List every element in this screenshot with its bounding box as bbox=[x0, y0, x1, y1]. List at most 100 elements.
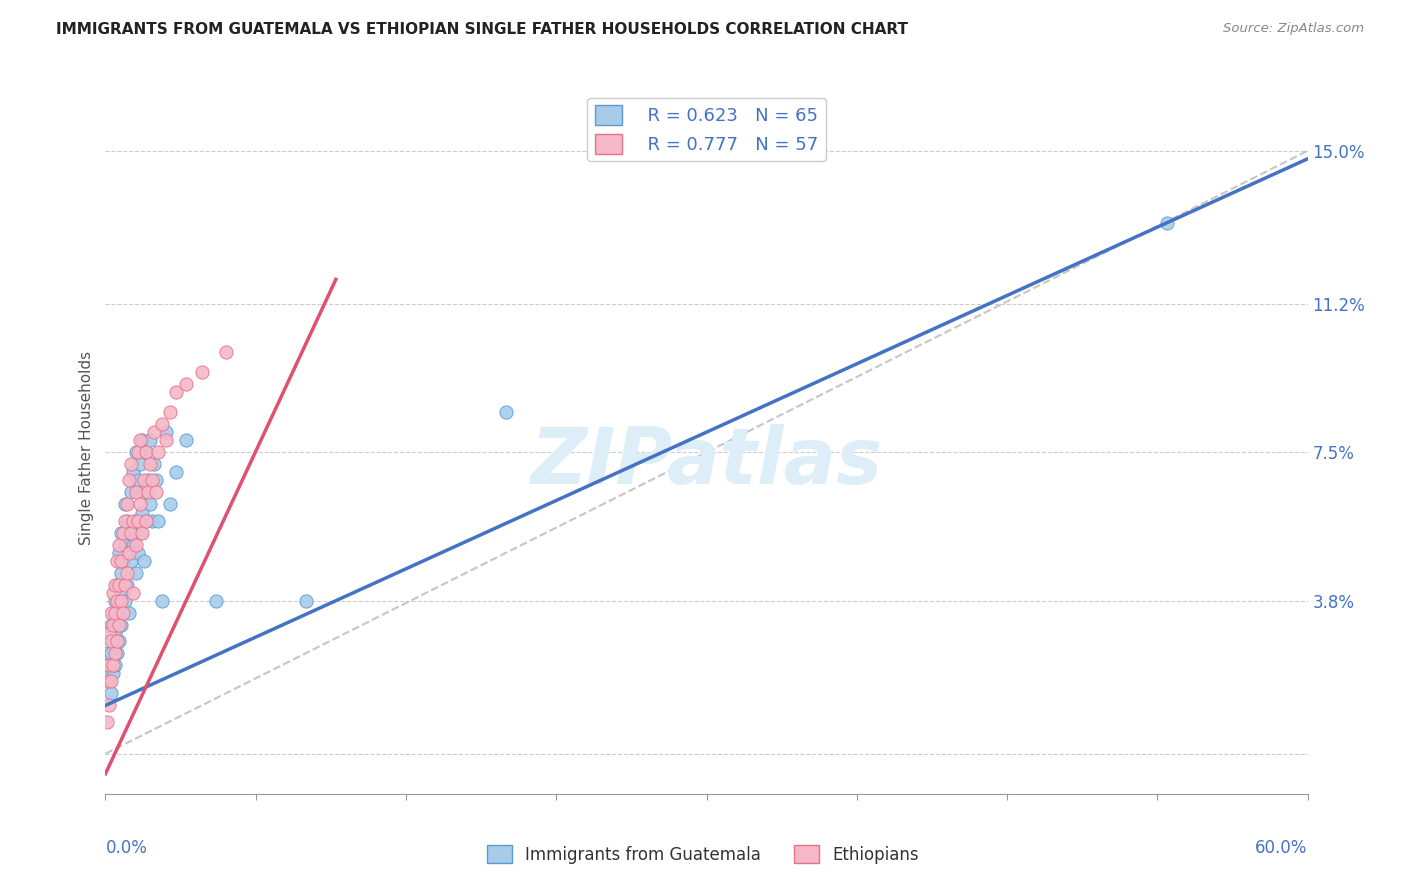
Point bbox=[112, 525, 135, 540]
Point bbox=[131, 506, 153, 520]
Point bbox=[110, 594, 132, 608]
Y-axis label: Single Father Households: Single Father Households bbox=[79, 351, 94, 545]
Point bbox=[124, 445, 146, 459]
Point bbox=[142, 458, 165, 472]
Point bbox=[128, 433, 150, 447]
Point bbox=[98, 658, 121, 673]
Point bbox=[122, 466, 145, 480]
Point bbox=[108, 546, 131, 560]
Point bbox=[1156, 216, 1178, 230]
Point bbox=[112, 586, 135, 600]
Point bbox=[138, 433, 160, 447]
Point bbox=[150, 594, 173, 608]
Point bbox=[124, 485, 146, 500]
Point bbox=[138, 498, 160, 512]
Point bbox=[124, 566, 146, 580]
Point bbox=[121, 554, 143, 568]
Point bbox=[98, 626, 121, 640]
Point bbox=[100, 618, 122, 632]
Point bbox=[174, 376, 197, 391]
Point bbox=[103, 658, 125, 673]
Point bbox=[190, 365, 212, 379]
Point bbox=[122, 538, 145, 552]
Point bbox=[117, 498, 139, 512]
Point bbox=[100, 606, 122, 620]
Point bbox=[131, 525, 153, 540]
Point bbox=[127, 546, 149, 560]
Point bbox=[112, 554, 135, 568]
Point bbox=[107, 634, 129, 648]
Point bbox=[146, 445, 169, 459]
Point bbox=[295, 594, 318, 608]
Point bbox=[110, 554, 132, 568]
Point bbox=[104, 578, 127, 592]
Point bbox=[159, 498, 181, 512]
Point bbox=[104, 594, 127, 608]
Point bbox=[96, 674, 118, 689]
Point bbox=[145, 474, 167, 488]
Point bbox=[108, 606, 131, 620]
Point bbox=[136, 485, 159, 500]
Point bbox=[96, 714, 118, 729]
Point bbox=[127, 514, 149, 528]
Point bbox=[127, 445, 149, 459]
Point bbox=[135, 445, 157, 459]
Point bbox=[122, 514, 145, 528]
Point bbox=[135, 514, 157, 528]
Point bbox=[155, 425, 177, 439]
Point bbox=[121, 525, 143, 540]
Text: IMMIGRANTS FROM GUATEMALA VS ETHIOPIAN SINGLE FATHER HOUSEHOLDS CORRELATION CHAR: IMMIGRANTS FROM GUATEMALA VS ETHIOPIAN S… bbox=[56, 22, 908, 37]
Point bbox=[104, 646, 127, 660]
Point bbox=[128, 458, 150, 472]
Point bbox=[128, 525, 150, 540]
Point bbox=[100, 634, 122, 648]
Text: ZIPatlas: ZIPatlas bbox=[530, 424, 883, 500]
Point bbox=[104, 658, 127, 673]
Point bbox=[141, 514, 163, 528]
Point bbox=[141, 474, 163, 488]
Point bbox=[174, 433, 197, 447]
Point bbox=[96, 646, 118, 660]
Point bbox=[103, 634, 125, 648]
Point bbox=[108, 578, 131, 592]
Point bbox=[103, 666, 125, 681]
Point bbox=[112, 606, 135, 620]
Point bbox=[155, 433, 177, 447]
Point bbox=[98, 698, 121, 713]
Point bbox=[98, 674, 121, 689]
Point bbox=[110, 618, 132, 632]
Point bbox=[118, 525, 141, 540]
Point bbox=[136, 474, 159, 488]
Point bbox=[138, 458, 160, 472]
Point bbox=[128, 498, 150, 512]
Point bbox=[132, 554, 155, 568]
Point bbox=[135, 514, 157, 528]
Text: 60.0%: 60.0% bbox=[1256, 838, 1308, 857]
Point bbox=[146, 514, 169, 528]
Point bbox=[114, 498, 136, 512]
Point bbox=[121, 458, 143, 472]
Point bbox=[114, 594, 136, 608]
Point bbox=[132, 474, 155, 488]
Point bbox=[135, 445, 157, 459]
Point bbox=[104, 606, 127, 620]
Point bbox=[117, 578, 139, 592]
Point bbox=[117, 514, 139, 528]
Point bbox=[98, 626, 121, 640]
Point bbox=[121, 485, 143, 500]
Point bbox=[131, 433, 153, 447]
Point bbox=[165, 384, 187, 399]
Point bbox=[100, 686, 122, 700]
Point bbox=[98, 658, 121, 673]
Point bbox=[124, 538, 146, 552]
Point bbox=[108, 618, 131, 632]
Point bbox=[96, 666, 118, 681]
Text: Source: ZipAtlas.com: Source: ZipAtlas.com bbox=[1223, 22, 1364, 36]
Point bbox=[118, 546, 141, 560]
Point bbox=[107, 594, 129, 608]
Point bbox=[107, 618, 129, 632]
Legend: Immigrants from Guatemala, Ethiopians: Immigrants from Guatemala, Ethiopians bbox=[479, 838, 927, 871]
Point bbox=[103, 606, 125, 620]
Point bbox=[142, 425, 165, 439]
Point bbox=[103, 618, 125, 632]
